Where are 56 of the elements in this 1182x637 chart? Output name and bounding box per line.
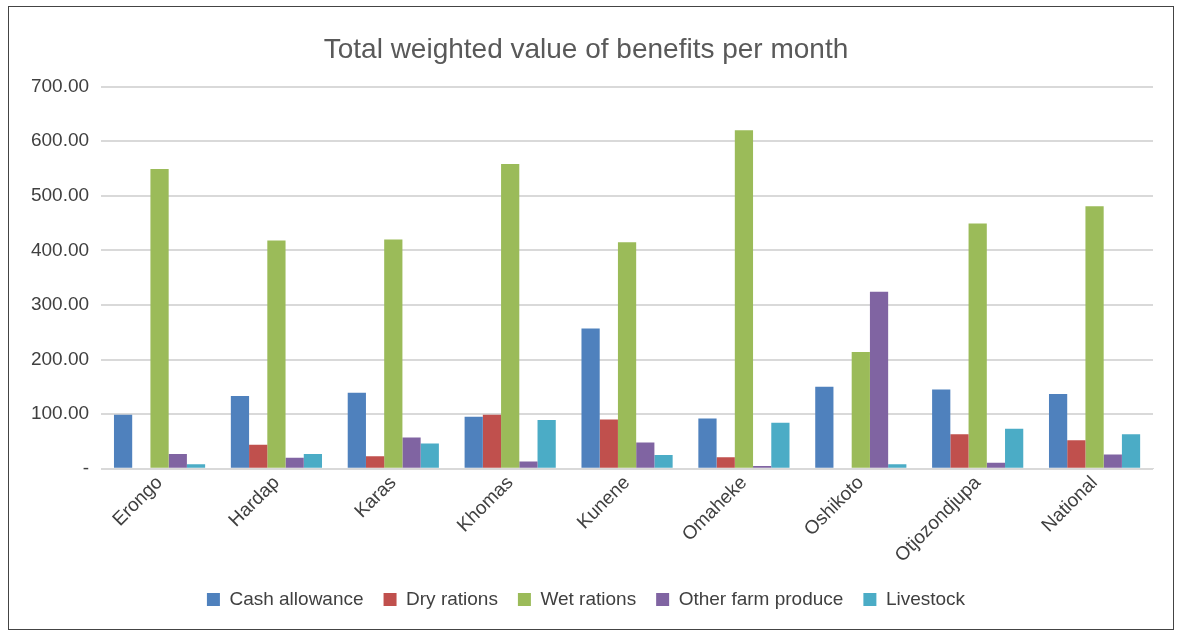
bar: [420, 443, 439, 468]
y-tick-label: 600.00: [30, 129, 90, 151]
y-tick-label: 500.00: [30, 184, 90, 206]
bar: [230, 396, 250, 468]
legend-label: Livestock: [885, 587, 966, 609]
bar: [303, 453, 323, 468]
legend-label: Cash allowance: [229, 587, 364, 609]
bar: [968, 223, 987, 468]
bar: [734, 130, 754, 468]
bar: [654, 455, 673, 468]
bar: [932, 389, 951, 468]
bar: [150, 169, 169, 468]
bar: [986, 462, 1006, 468]
bar: [599, 419, 618, 468]
chart-title: Total weighted value of benefits per month: [323, 32, 849, 64]
y-tick-label: 100.00: [30, 402, 90, 424]
bar: [950, 434, 969, 468]
bar: [815, 386, 834, 468]
bar: [285, 457, 304, 468]
bar: [1005, 428, 1024, 468]
bar: [851, 351, 870, 468]
bar: [698, 418, 717, 468]
bar: [771, 422, 790, 468]
legend-label: Wet rations: [540, 587, 637, 609]
y-tick-label: 400.00: [30, 238, 90, 260]
y-tick-label: 300.00: [30, 293, 90, 315]
bar: [1121, 434, 1141, 468]
bar: [347, 392, 366, 468]
bar: [267, 240, 286, 468]
bar: [1067, 440, 1086, 468]
bar: [402, 437, 421, 468]
y-tick-label: 700.00: [30, 74, 90, 96]
legend-label: Dry rations: [406, 587, 498, 609]
y-tick-label: -: [82, 456, 90, 478]
bar: [365, 456, 385, 468]
bar: [1103, 454, 1122, 468]
bar: [113, 414, 133, 468]
bar: [888, 464, 907, 468]
bar: [249, 444, 268, 468]
bar: [519, 461, 538, 468]
bar: [186, 464, 206, 468]
bar: [716, 457, 735, 468]
bar: [581, 328, 600, 468]
bar: [869, 291, 889, 468]
bar: [1048, 393, 1068, 468]
bar: [168, 453, 187, 468]
bar: [537, 420, 556, 468]
bar: [617, 242, 637, 468]
bar: [384, 239, 403, 468]
bar: [1085, 206, 1104, 468]
bar: [636, 442, 655, 468]
y-tick-label: 200.00: [30, 347, 90, 369]
bar: [501, 164, 520, 468]
bar: [482, 414, 502, 468]
bar: [464, 416, 483, 468]
legend-label: Other farm produce: [678, 587, 844, 609]
